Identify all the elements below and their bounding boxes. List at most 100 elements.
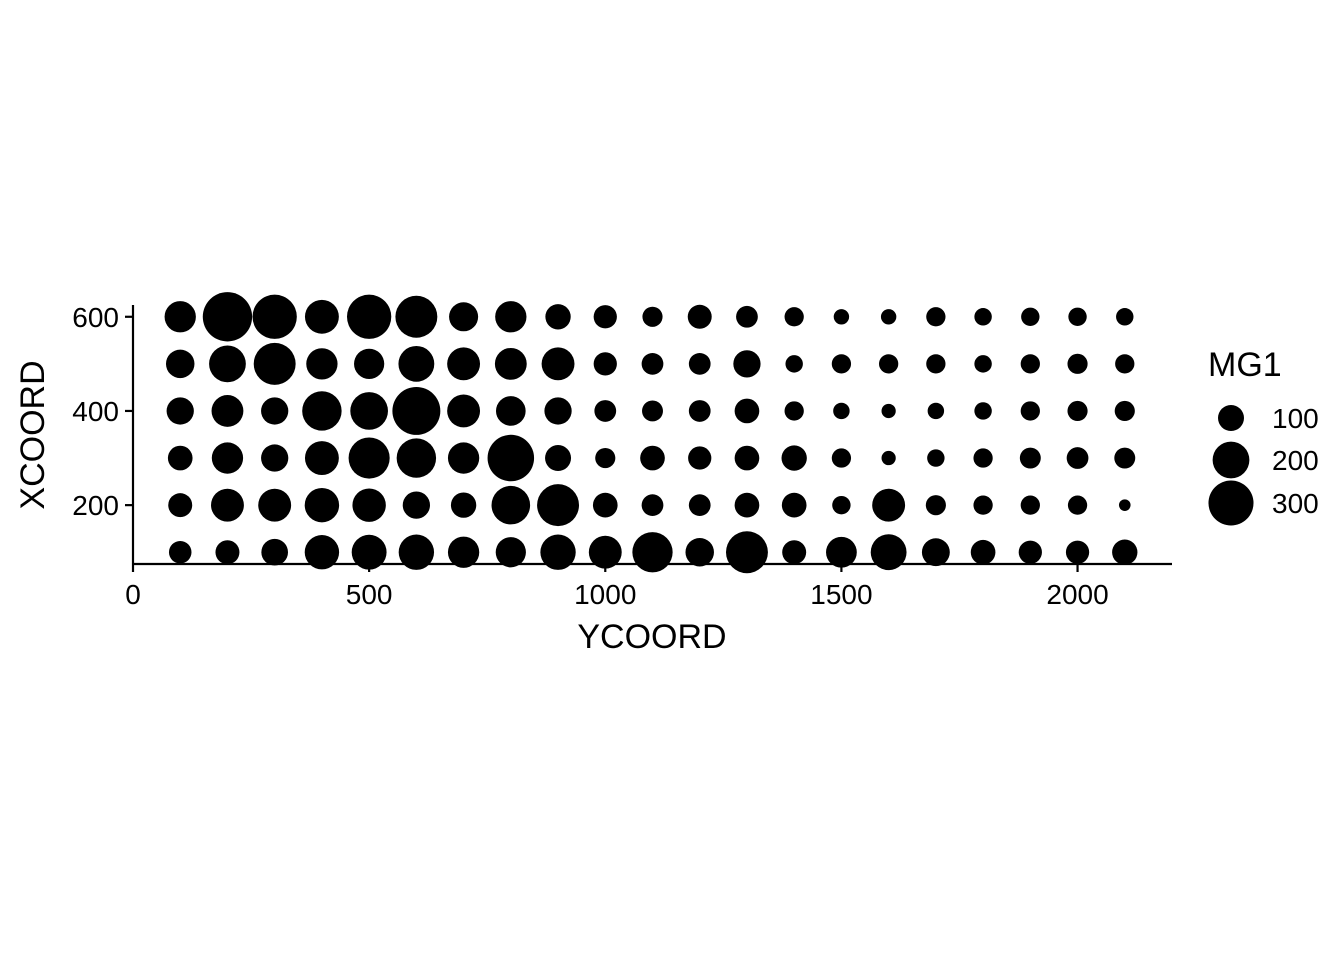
x-ticks: 0 500 1000 1500 2000 (125, 564, 1108, 610)
data-point (689, 400, 711, 422)
data-point (927, 449, 944, 466)
data-point (253, 295, 297, 339)
legend-label: 300 (1272, 488, 1319, 519)
data-point (403, 492, 430, 519)
data-point (1115, 401, 1135, 421)
data-point (261, 397, 288, 424)
data-point (689, 353, 711, 375)
data-point (1116, 308, 1133, 325)
data-point (926, 495, 946, 515)
data-point (832, 496, 850, 514)
data-point (398, 346, 434, 382)
data-point (209, 345, 246, 382)
data-point (1112, 540, 1137, 565)
data-point (261, 539, 288, 566)
data-point (537, 484, 579, 526)
data-point (881, 309, 896, 324)
data-point (974, 402, 991, 419)
data-point (1068, 308, 1086, 326)
data-point (736, 306, 758, 328)
data-point (733, 350, 760, 377)
data-point (448, 442, 479, 473)
data-point (1021, 401, 1040, 420)
data-point (735, 446, 760, 471)
legend-label: 200 (1272, 445, 1319, 476)
data-point (496, 537, 526, 567)
data-point (397, 438, 436, 477)
data-point (492, 486, 531, 525)
data-point (258, 489, 291, 522)
data-point (1066, 541, 1089, 564)
data-point (882, 404, 896, 418)
data-point (495, 348, 527, 380)
data-point (832, 354, 851, 373)
y-tick-label: 600 (72, 302, 119, 333)
data-point (1067, 401, 1087, 421)
data-point (782, 540, 806, 564)
data-point (688, 446, 711, 469)
data-point (928, 403, 944, 419)
legend-key (1208, 480, 1253, 525)
data-point (306, 348, 337, 379)
data-point (882, 451, 896, 465)
data-point (545, 445, 571, 471)
data-point (212, 395, 244, 427)
data-point (168, 493, 192, 517)
data-point (203, 292, 252, 341)
data-point (632, 532, 672, 572)
data-point (545, 304, 570, 329)
x-axis-title: YCOORD (577, 618, 726, 656)
data-point (1021, 495, 1040, 514)
data-point (1021, 308, 1039, 326)
data-point (593, 493, 618, 518)
data-point (642, 494, 664, 516)
data-point (395, 296, 437, 338)
data-point (392, 387, 440, 435)
data-point (447, 395, 480, 428)
data-point (1067, 354, 1087, 374)
data-point (1115, 354, 1134, 373)
data-point (166, 350, 194, 378)
legend-items: 100 200 300 (1208, 403, 1318, 526)
data-point (833, 403, 849, 419)
data-point (347, 295, 391, 339)
data-point (451, 492, 476, 517)
data-point (642, 353, 664, 375)
data-point (1114, 448, 1135, 469)
data-point (782, 493, 807, 518)
data-point (971, 540, 996, 565)
plot-points (165, 292, 1138, 573)
legend-key (1218, 405, 1244, 431)
data-point (926, 354, 945, 373)
data-point (495, 301, 526, 332)
data-point (352, 488, 385, 521)
data-point (488, 435, 535, 482)
data-point (302, 391, 341, 430)
data-point (1020, 448, 1041, 469)
data-point (685, 538, 713, 566)
data-point (974, 355, 991, 372)
data-point (305, 300, 339, 334)
data-point (594, 352, 617, 375)
y-ticks: 200400600 (72, 302, 133, 521)
data-point (350, 392, 388, 430)
data-point (726, 531, 768, 573)
data-point (834, 309, 849, 324)
data-point (735, 493, 760, 518)
y-tick-label: 400 (72, 396, 119, 427)
data-point (211, 489, 244, 522)
data-point (1068, 495, 1087, 514)
data-point (642, 400, 663, 421)
data-point (305, 441, 339, 475)
data-point (496, 396, 526, 426)
data-point (642, 307, 662, 327)
data-point (354, 349, 384, 379)
y-axis-title: XCOORD (14, 360, 52, 509)
x-tick-label: 0 (125, 579, 141, 610)
data-point (973, 448, 992, 467)
data-point (640, 446, 665, 471)
data-point (832, 448, 851, 467)
data-point (168, 446, 193, 471)
data-point (1019, 541, 1042, 564)
